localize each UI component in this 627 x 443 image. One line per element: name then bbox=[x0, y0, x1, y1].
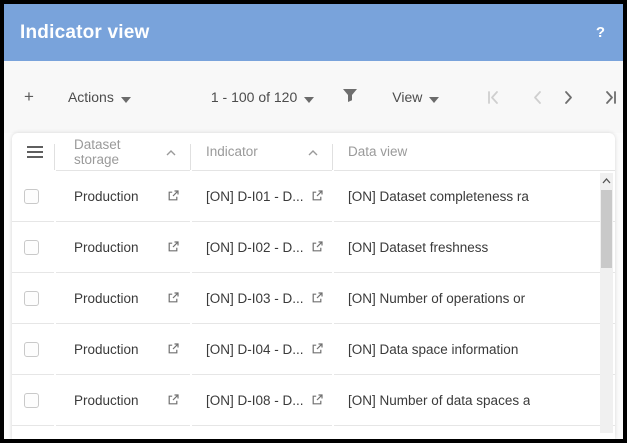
scroll-up-icon[interactable] bbox=[600, 175, 613, 187]
external-link-icon[interactable] bbox=[166, 291, 180, 305]
row-select-cell bbox=[12, 222, 54, 273]
content-area: Dataset storage Indicator Data view bbox=[4, 133, 623, 439]
table-row[interactable]: Production [ON] D-I03 - D... [ON] Number… bbox=[12, 273, 615, 324]
filter-funnel-icon bbox=[342, 88, 358, 106]
column-header-dataset-storage[interactable]: Dataset storage bbox=[54, 133, 190, 171]
external-link-icon[interactable] bbox=[310, 393, 324, 407]
external-link-icon[interactable] bbox=[166, 393, 180, 407]
filter-button[interactable] bbox=[342, 88, 358, 106]
column-header-label: Indicator bbox=[206, 144, 258, 159]
dataset-storage-value: Production bbox=[74, 188, 139, 204]
column-header-indicator[interactable]: Indicator bbox=[190, 133, 332, 171]
dataset-storage-cell: Production bbox=[56, 171, 190, 222]
first-page-icon[interactable] bbox=[479, 86, 507, 109]
column-header-label: Dataset storage bbox=[74, 136, 121, 167]
data-view-value: [ON] Number of operations or bbox=[348, 290, 526, 306]
help-button[interactable]: ? bbox=[595, 24, 605, 41]
dataset-storage-value: Production bbox=[74, 341, 139, 357]
external-link-icon[interactable] bbox=[166, 189, 180, 203]
table-row[interactable]: Production [ON] D-I04 - D... [ON] Data s… bbox=[12, 324, 615, 375]
dataset-storage-value: Production bbox=[74, 290, 139, 306]
dataset-storage-cell: Production bbox=[56, 273, 190, 324]
dataset-storage-cell: Production bbox=[56, 222, 190, 273]
actions-menu-button[interactable]: Actions bbox=[68, 88, 131, 106]
dataset-storage-value: Production bbox=[74, 239, 139, 255]
row-checkbox[interactable] bbox=[24, 239, 39, 255]
indicator-value: [ON] D-I03 - D... bbox=[206, 290, 304, 306]
indicator-cell: [ON] D-I01 - D... bbox=[192, 171, 332, 222]
chevron-down-icon bbox=[304, 90, 315, 106]
view-menu-button[interactable]: View bbox=[392, 88, 440, 106]
row-checkbox[interactable] bbox=[24, 188, 39, 204]
table-row[interactable]: Production [ON] D-I08 - D... [ON] Number… bbox=[12, 375, 615, 426]
external-link-icon[interactable] bbox=[166, 240, 180, 254]
data-view-value: [ON] Number of data spaces a bbox=[348, 392, 531, 408]
actions-menu-label: Actions bbox=[67, 89, 114, 105]
dataset-storage-cell: Production bbox=[56, 324, 190, 375]
column-header-label: Data view bbox=[348, 144, 408, 159]
table-row[interactable]: Production [ON] D-I01 - D... [ON] Datase… bbox=[12, 171, 615, 222]
row-checkbox[interactable] bbox=[24, 392, 39, 408]
row-select-cell bbox=[12, 273, 54, 324]
table-card: Dataset storage Indicator Data view bbox=[12, 133, 615, 439]
indicator-value: [ON] D-I04 - D... bbox=[206, 341, 304, 357]
indicator-cell: [ON] D-I02 - D... bbox=[192, 222, 332, 273]
pagination-nav bbox=[479, 86, 623, 109]
last-page-icon[interactable] bbox=[597, 86, 623, 109]
data-view-cell: [ON] Dataset completeness ra bbox=[334, 171, 615, 222]
dataset-storage-cell: Production bbox=[56, 375, 190, 426]
data-view-cell: [ON] Data space information bbox=[334, 324, 615, 375]
row-checkbox[interactable] bbox=[24, 341, 39, 357]
column-header-data-view[interactable]: Data view bbox=[332, 133, 615, 171]
add-button[interactable]: + bbox=[24, 87, 34, 106]
data-view-cell: [ON] Number of data spaces a bbox=[334, 375, 615, 426]
external-link-icon[interactable] bbox=[310, 240, 324, 254]
row-checkbox[interactable] bbox=[24, 290, 39, 306]
data-view-value: [ON] Data space information bbox=[348, 341, 519, 357]
data-view-value: [ON] Dataset freshness bbox=[348, 239, 489, 255]
toolbar: + Actions 1 - 100 of 120 View bbox=[4, 61, 623, 133]
row-select-cell bbox=[12, 375, 54, 426]
external-link-icon[interactable] bbox=[310, 291, 324, 305]
row-select-cell bbox=[12, 324, 54, 375]
indicator-cell: [ON] D-I03 - D... bbox=[192, 273, 332, 324]
table-menu-cell bbox=[12, 133, 54, 171]
hamburger-menu-icon[interactable] bbox=[26, 145, 44, 159]
table-header-row: Dataset storage Indicator Data view bbox=[12, 133, 615, 171]
next-page-icon[interactable] bbox=[557, 86, 581, 109]
previous-page-icon[interactable] bbox=[525, 86, 549, 109]
data-view-cell: [ON] Number of operations or bbox=[334, 273, 615, 324]
chevron-down-icon bbox=[120, 90, 131, 106]
chevron-down-icon bbox=[429, 90, 440, 106]
external-link-icon[interactable] bbox=[310, 342, 324, 356]
vertical-scrollbar[interactable] bbox=[600, 173, 613, 433]
table-body: Production [ON] D-I01 - D... [ON] Datase… bbox=[12, 171, 615, 426]
pagination-range-label: 1 - 100 of 120 bbox=[210, 89, 298, 105]
titlebar: Indicator view ? bbox=[4, 4, 623, 61]
indicator-value: [ON] D-I02 - D... bbox=[206, 239, 304, 255]
external-link-icon[interactable] bbox=[310, 189, 324, 203]
indicator-cell: [ON] D-I04 - D... bbox=[192, 324, 332, 375]
indicator-value: [ON] D-I01 - D... bbox=[206, 188, 304, 204]
page-title: Indicator view bbox=[20, 21, 150, 43]
table-row[interactable]: Production [ON] D-I02 - D... [ON] Datase… bbox=[12, 222, 615, 273]
sort-asc-icon[interactable] bbox=[308, 144, 318, 159]
indicator-value: [ON] D-I08 - D... bbox=[206, 392, 304, 408]
data-view-cell: [ON] Dataset freshness bbox=[334, 222, 615, 273]
scrollbar-thumb[interactable] bbox=[601, 190, 612, 268]
dataset-storage-value: Production bbox=[74, 392, 139, 408]
pagination-range-selector[interactable]: 1 - 100 of 120 bbox=[210, 88, 315, 106]
data-view-value: [ON] Dataset completeness ra bbox=[348, 188, 529, 204]
row-select-cell bbox=[12, 171, 54, 222]
indicator-cell: [ON] D-I08 - D... bbox=[192, 375, 332, 426]
view-menu-label: View bbox=[392, 89, 423, 105]
external-link-icon[interactable] bbox=[166, 342, 180, 356]
sort-asc-icon[interactable] bbox=[166, 144, 176, 159]
